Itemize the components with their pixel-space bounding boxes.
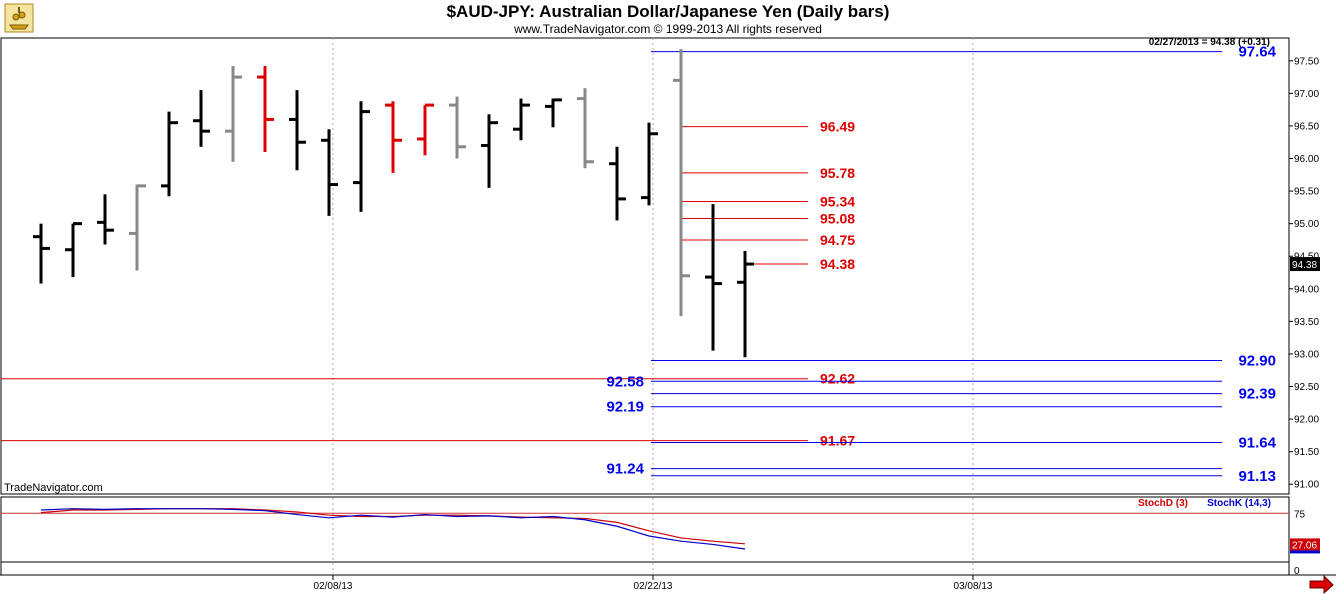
ohlc-bar bbox=[257, 66, 274, 152]
ohlc-bar bbox=[33, 223, 50, 284]
price-level-label: 92.90 bbox=[1238, 352, 1276, 369]
price-bars bbox=[33, 49, 754, 358]
ohlc-bar bbox=[161, 111, 178, 197]
gold-pan-logo-icon[interactable] bbox=[4, 3, 34, 33]
stoch-series-line bbox=[40, 508, 746, 545]
stoch-tick-label: 75 bbox=[1294, 509, 1306, 520]
stoch-series-line bbox=[40, 508, 746, 550]
stoch-value-tag-k bbox=[1290, 550, 1320, 554]
ohlc-bar bbox=[321, 129, 338, 216]
price-level-label: 92.62 bbox=[820, 371, 855, 387]
ohlc-bar bbox=[65, 222, 82, 278]
ohlc-bar bbox=[705, 204, 722, 351]
price-level-label: 95.34 bbox=[820, 194, 855, 210]
price-level-label: 92.58 bbox=[606, 373, 644, 390]
current-price-tag bbox=[1290, 257, 1320, 272]
price-level-label: 92.39 bbox=[1238, 386, 1276, 403]
price-tick-label: 93.50 bbox=[1294, 317, 1319, 328]
date-tick-label: 02/08/13 bbox=[314, 581, 353, 592]
price-tick-label: 91.50 bbox=[1294, 447, 1319, 458]
current-price-label: 94.38 bbox=[1292, 260, 1317, 271]
chart-title: $AUD-JPY: Australian Dollar/Japanese Yen… bbox=[446, 2, 890, 21]
price-level-label: 91.67 bbox=[820, 433, 855, 449]
price-level-label: 95.08 bbox=[820, 210, 855, 226]
price-level-label: 94.38 bbox=[820, 256, 855, 272]
price-level-label: 94.75 bbox=[820, 232, 855, 248]
price-level-label: 96.49 bbox=[820, 119, 855, 135]
price-tick-label: 97.50 bbox=[1294, 56, 1319, 67]
price-level-label: 97.64 bbox=[1238, 44, 1276, 61]
nav-right-arrow-icon[interactable] bbox=[1309, 574, 1334, 594]
chart-header: $AUD-JPY: Australian Dollar/Japanese Yen… bbox=[0, 0, 1336, 38]
last-quote: 02/27/2013 = 94.38 (+0.31) bbox=[1149, 37, 1270, 48]
price-tick-label: 95.50 bbox=[1294, 187, 1319, 198]
price-level-label: 95.78 bbox=[820, 165, 855, 181]
date-tick-label: 03/08/13 bbox=[954, 581, 993, 592]
ohlc-bar bbox=[513, 98, 530, 141]
date-axis-background bbox=[0, 575, 1336, 594]
stoch-tick-label: 0 bbox=[1294, 566, 1300, 577]
price-tick-label: 95.00 bbox=[1294, 219, 1319, 230]
price-tick-label: 96.00 bbox=[1294, 154, 1319, 165]
ohlc-bar bbox=[545, 98, 562, 128]
ohlc-bar bbox=[417, 103, 434, 156]
ohlc-bar bbox=[449, 96, 466, 159]
ohlc-bar bbox=[97, 194, 114, 245]
stoch-legend-d: StochD (3) bbox=[1138, 498, 1188, 509]
date-tick-label: 02/22/13 bbox=[634, 581, 673, 592]
ohlc-bar bbox=[385, 101, 402, 173]
price-tick-label: 91.00 bbox=[1294, 480, 1319, 491]
price-level-label: 92.19 bbox=[606, 399, 644, 416]
price-level-label: 91.13 bbox=[1238, 468, 1276, 485]
ohlc-bar bbox=[193, 90, 210, 147]
ohlc-bar bbox=[673, 49, 690, 317]
ohlc-bar bbox=[353, 101, 370, 212]
ohlc-bar bbox=[289, 90, 306, 171]
price-tick-label: 97.00 bbox=[1294, 89, 1319, 100]
stoch-legend-k: StochK (14,3) bbox=[1207, 498, 1271, 509]
price-panel-border bbox=[0, 37, 1290, 495]
chart-frame bbox=[0, 37, 1336, 594]
price-tick-label: 94.00 bbox=[1294, 284, 1319, 295]
ohlc-bar bbox=[641, 122, 658, 206]
price-axis: 97.5097.0096.5096.0095.5095.0094.5094.00… bbox=[1289, 56, 1320, 491]
price-level-label: 91.64 bbox=[1238, 435, 1276, 452]
ohlc-bar bbox=[129, 184, 146, 271]
ohlc-bar bbox=[577, 88, 594, 169]
price-tick-label: 96.50 bbox=[1294, 121, 1319, 132]
stochastic-panel: 75 0 StochD (3) StochK (14,3) 27.06 bbox=[1, 498, 1320, 577]
ohlc-bar bbox=[481, 114, 498, 188]
copyright-text: www.TradeNavigator.com © 1999-2013 All r… bbox=[514, 22, 822, 36]
ohlc-bar bbox=[609, 146, 626, 221]
watermark: TradeNavigator.com bbox=[4, 482, 103, 494]
ohlc-bar bbox=[737, 251, 754, 358]
stoch-value-label: 27.06 bbox=[1292, 540, 1317, 551]
price-tick-label: 93.00 bbox=[1294, 349, 1319, 360]
price-tick-label: 92.50 bbox=[1294, 382, 1319, 393]
stoch-value-tag bbox=[1290, 538, 1320, 551]
price-tick-label: 92.00 bbox=[1294, 415, 1319, 426]
price-level-label: 91.24 bbox=[606, 461, 644, 478]
ohlc-bar bbox=[225, 66, 242, 162]
date-axis: 02/08/13 02/22/13 03/08/13 bbox=[314, 575, 993, 592]
